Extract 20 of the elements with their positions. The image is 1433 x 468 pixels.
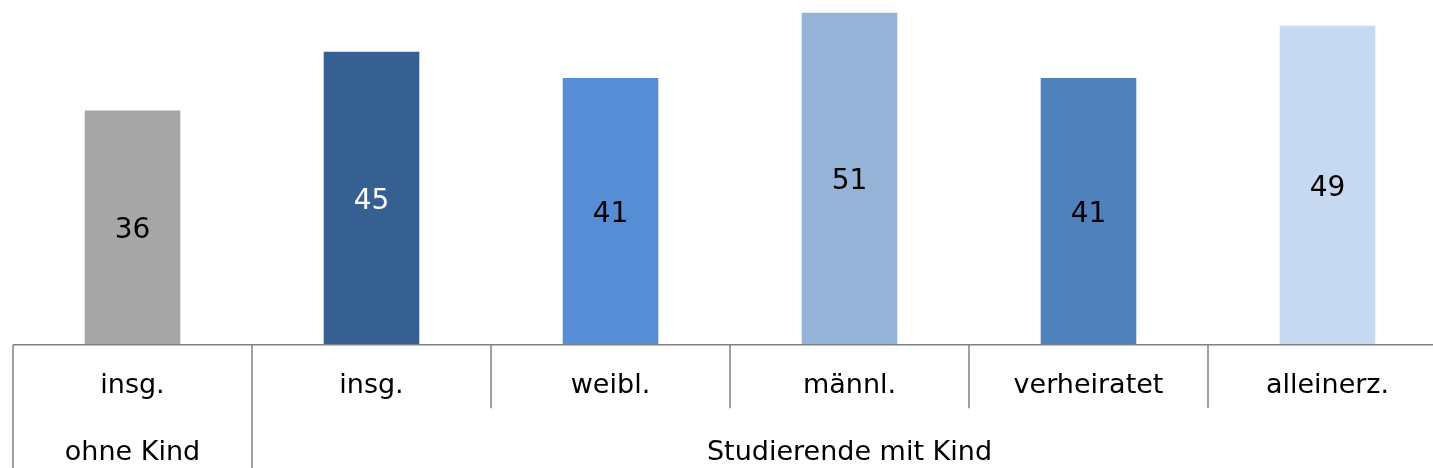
x-tick-label: insg. xyxy=(339,368,404,400)
x-tick-label: weibl. xyxy=(570,368,651,400)
data-label: 45 xyxy=(353,182,390,216)
text: ohne Kind xyxy=(64,434,201,466)
data-label: 51 xyxy=(831,163,868,197)
x-tick-label: verheiratet xyxy=(1013,368,1164,400)
x-tick-label: insg. xyxy=(100,368,165,400)
bar xyxy=(323,51,420,345)
x-tick-label: männl. xyxy=(802,368,897,400)
data-label: 36 xyxy=(114,212,151,246)
data-label: 41 xyxy=(1070,195,1107,229)
text: Studierende mit Kind xyxy=(706,434,993,466)
bar xyxy=(1279,25,1376,345)
data-label: 49 xyxy=(1309,169,1346,203)
bar xyxy=(562,77,659,345)
x-tick-label: alleinerz. xyxy=(1265,368,1390,400)
data-label: 41 xyxy=(592,195,629,229)
bar xyxy=(1040,77,1137,345)
bar xyxy=(84,110,181,345)
bar xyxy=(801,12,898,345)
